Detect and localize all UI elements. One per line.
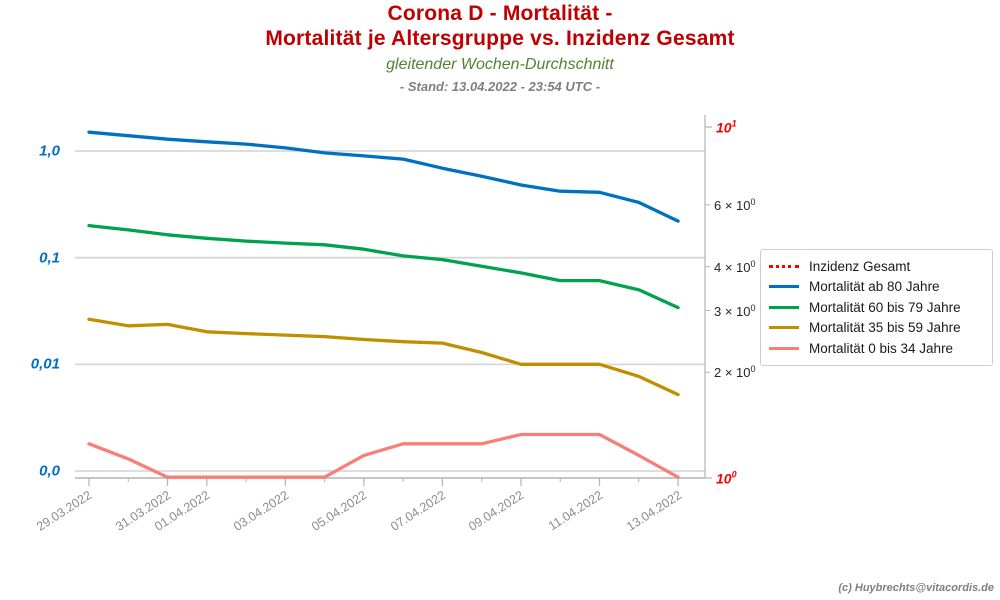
- legend-swatch-line: [769, 346, 799, 350]
- right-axis-minor-label: 3 × 100: [714, 302, 756, 319]
- chart-subtitle: gleitender Wochen-Durchschnitt: [386, 56, 614, 73]
- legend-label: Inzidenz Gesamt: [809, 258, 911, 274]
- legend-item: Inzidenz Gesamt: [769, 256, 984, 277]
- legend-item: Mortalität 35 bis 59 Jahre: [769, 318, 984, 339]
- series-line-mortalit-t-0-bis-34-jahre: [87, 432, 680, 479]
- legend-item: Mortalität ab 80 Jahre: [769, 277, 984, 298]
- chart-timestamp: - Stand: 13.04.2022 - 23:54 UTC -: [399, 79, 601, 94]
- legend-item: Mortalität 0 bis 34 Jahre: [769, 338, 984, 359]
- legend-item: Mortalität 60 bis 79 Jahre: [769, 297, 984, 318]
- legend-label: Mortalität 0 bis 34 Jahre: [809, 340, 954, 356]
- legend-swatch-line: [769, 285, 799, 289]
- right-axis-major-label: 101: [716, 118, 737, 136]
- series-line-mortalit-t-35-bis-59-jahre: [87, 317, 680, 397]
- legend-swatch-line: [769, 326, 799, 330]
- left-axis-tick-label: 1,0: [39, 142, 60, 160]
- legend-label: Mortalität 35 bis 59 Jahre: [809, 320, 961, 336]
- copyright-credit: (c) Huybrechts@vitacordis.de: [838, 582, 994, 594]
- left-axis-tick-label: 0,1: [39, 249, 60, 267]
- legend-box: Inzidenz Gesamt Mortalität ab 80 Jahre Mor…: [760, 249, 993, 366]
- legend-swatch-line: [769, 305, 799, 309]
- legend-swatch-dotted: [769, 264, 799, 268]
- right-axis-minor-label: 4 × 100: [714, 258, 756, 275]
- series-line-mortalit-t-60-bis-79-jahre: [87, 223, 680, 310]
- left-axis-tick-label: 0,0: [39, 462, 60, 480]
- series-line-mortalit-t-ab-80-jahre: [87, 130, 680, 223]
- right-axis-minor-label: 6 × 100: [714, 196, 756, 214]
- right-axis-minor-label: 2 × 100: [714, 364, 756, 381]
- chart-title-line2: Mortalität je Altersgruppe vs. Inzidenz …: [265, 27, 735, 50]
- legend-label: Mortalität ab 80 Jahre: [809, 279, 940, 295]
- left-axis-tick-label: 0,01: [30, 355, 60, 373]
- legend-label: Mortalität 60 bis 79 Jahre: [809, 299, 961, 315]
- right-axis-major-label: 100: [716, 469, 737, 487]
- chart-title-line1: Corona D - Mortalität -: [387, 2, 613, 25]
